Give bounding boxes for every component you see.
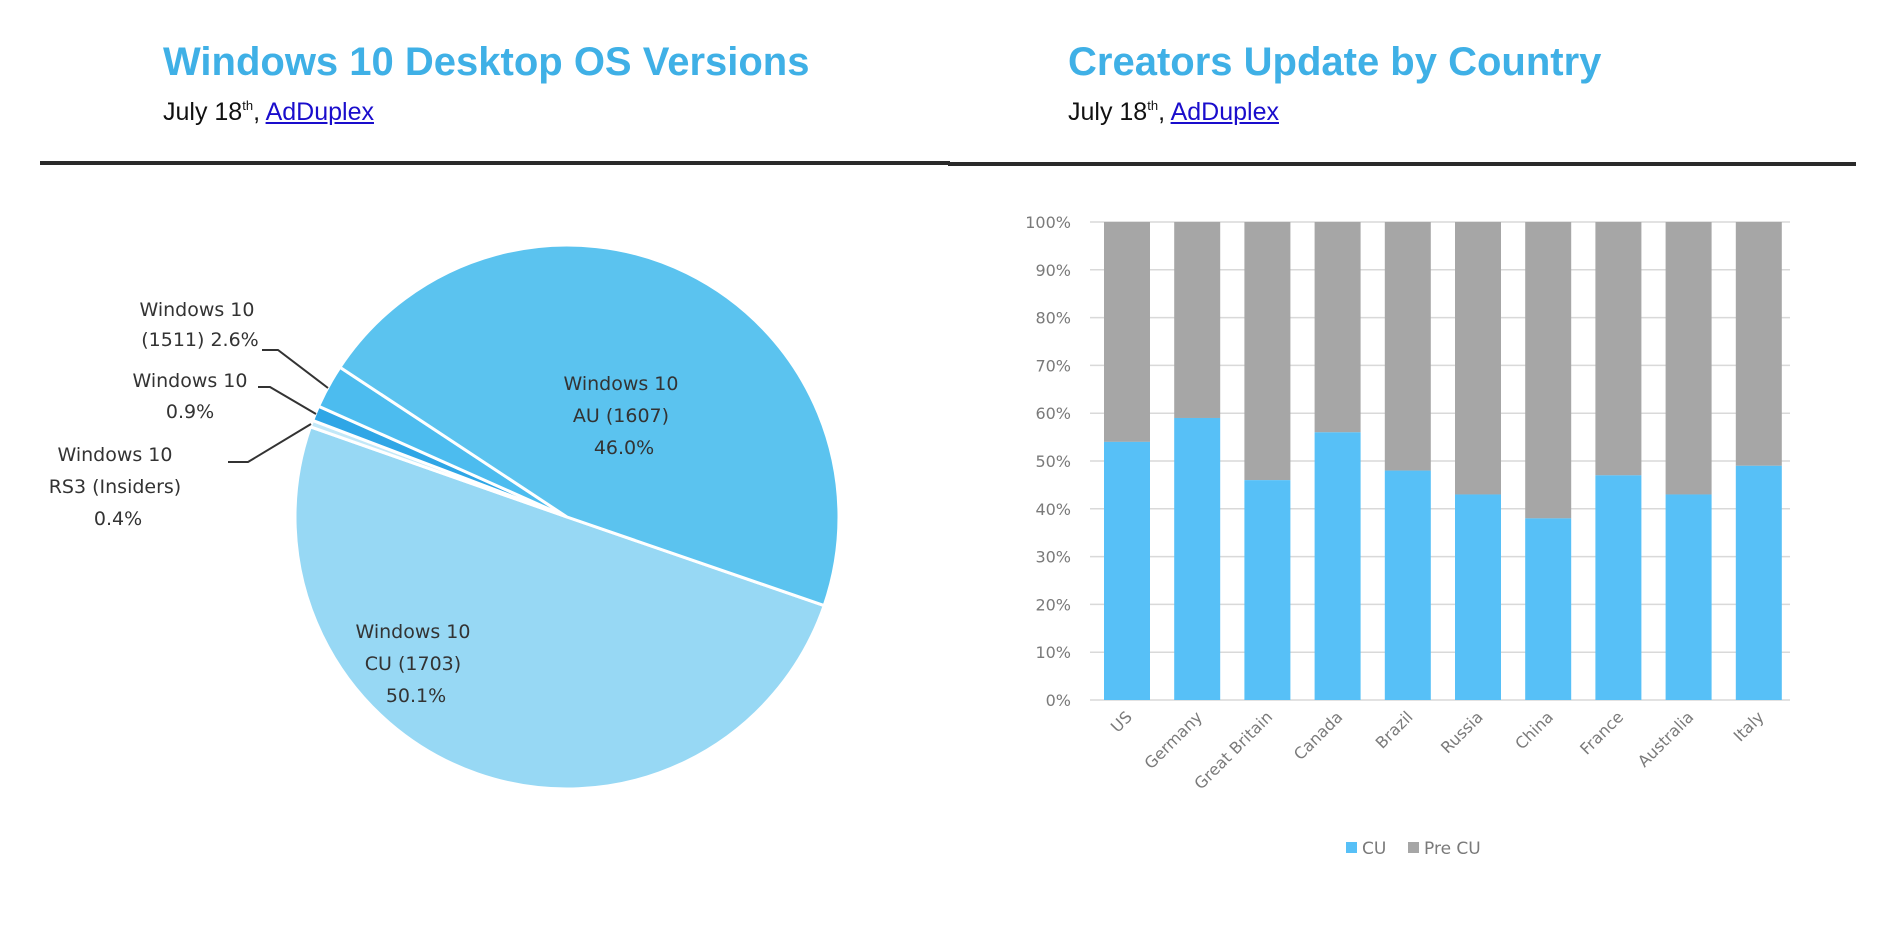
x-category-label: France [1576, 707, 1627, 758]
slice-cu-1703 [293, 425, 826, 791]
bar-chart-title: Creators Update by Country [1068, 40, 1602, 84]
subtitle-date: July 18 [1068, 98, 1148, 126]
pie-chart: Windows 10 (1511) 2.6% Windows 10 0.9% W… [49, 243, 841, 791]
y-tick-label: 0% [1046, 691, 1071, 710]
x-category-label: Italy [1730, 707, 1768, 745]
x-category-label: Brazil [1372, 707, 1417, 752]
bar-cu [1244, 480, 1291, 700]
x-category-label: US [1107, 707, 1136, 736]
label-au: Windows 10 AU (1607) 46.0% [563, 373, 684, 459]
y-tick-label: 70% [1035, 356, 1071, 375]
bar-cu [1525, 518, 1572, 700]
legend: CU Pre CU [1346, 839, 1481, 859]
leader-line-1511 [262, 349, 329, 389]
bar-pre-cu [1174, 222, 1221, 418]
bar-pre-cu [1665, 222, 1712, 495]
legend-swatch-pre-cu [1408, 842, 1419, 853]
bar-pre-cu [1595, 222, 1642, 476]
x-category-label: Russia [1437, 707, 1487, 757]
header-divider-left [40, 161, 950, 165]
y-tick-label: 100% [1025, 213, 1071, 232]
label-1511: Windows 10 (1511) 2.6% [139, 299, 260, 351]
legend-label-cu: CU [1362, 839, 1386, 859]
y-axis-ticks: 0% 10% 20% 30% 40% 50% 60% 70% 80% 90% 100% [1025, 213, 1071, 710]
header-divider-right [948, 162, 1856, 166]
bar-cu [1665, 494, 1712, 700]
subtitle-date: July 18 [163, 98, 243, 126]
bar-pre-cu [1314, 222, 1361, 433]
adduplex-link[interactable]: AdDuplex [1170, 98, 1279, 126]
y-tick-label: 60% [1035, 404, 1071, 423]
legend-swatch-cu [1346, 842, 1357, 853]
label-cu: Windows 10 CU (1703) 50.1% [355, 621, 476, 707]
y-tick-label: 80% [1035, 309, 1071, 328]
slice-au-1607 [338, 243, 841, 608]
x-category-label: Germany [1141, 707, 1206, 772]
subtitle-date-suffix: th [242, 98, 254, 113]
bar-pre-cu [1735, 222, 1782, 466]
bar-chart-subtitle: July 18th, AdDuplex [1068, 98, 1279, 127]
bar-cu [1314, 432, 1361, 700]
bar-cu [1735, 465, 1782, 700]
pie-chart-title: Windows 10 Desktop OS Versions [163, 40, 810, 84]
bar-cu [1595, 475, 1642, 700]
bar-cu [1104, 441, 1150, 700]
y-tick-label: 10% [1035, 643, 1071, 662]
bar-pre-cu [1525, 222, 1572, 519]
x-category-label: Australia [1634, 707, 1697, 770]
bar-cu [1455, 494, 1501, 700]
pie-slices [293, 243, 841, 791]
label-09: Windows 10 0.9% [132, 370, 253, 423]
y-tick-label: 30% [1035, 548, 1071, 567]
bar-pre-cu [1384, 222, 1431, 471]
pie-leader-lines [228, 349, 329, 463]
pie-labels: Windows 10 (1511) 2.6% Windows 10 0.9% W… [49, 299, 684, 707]
y-tick-label: 90% [1035, 261, 1071, 280]
pie-chart-subtitle: July 18th, AdDuplex [163, 98, 374, 127]
bar-cu [1174, 417, 1221, 700]
bars [1104, 222, 1782, 700]
bar-pre-cu [1244, 222, 1291, 481]
y-tick-label: 40% [1035, 500, 1071, 519]
adduplex-link[interactable]: AdDuplex [265, 98, 374, 126]
subtitle-separator: , [253, 98, 266, 126]
subtitle-date-suffix: th [1147, 98, 1159, 113]
bar-pre-cu [1104, 222, 1150, 442]
leader-line-rs3 [228, 423, 312, 463]
label-rs3: Windows 10 RS3 (Insiders) 0.4% [49, 444, 188, 530]
stacked-bar-chart: 0% 10% 20% 30% 40% 50% 60% 70% 80% 90% 100% US Germ… [1025, 213, 1790, 859]
x-category-label: Canada [1290, 707, 1346, 763]
legend-label-pre-cu: Pre CU [1424, 839, 1481, 859]
leader-line-09 [258, 386, 317, 415]
bar-cu [1384, 470, 1431, 700]
y-tick-label: 50% [1035, 452, 1071, 471]
y-tick-label: 20% [1035, 595, 1071, 614]
subtitle-separator: , [1158, 98, 1171, 126]
bar-pre-cu [1455, 222, 1501, 495]
x-category-label: China [1511, 707, 1557, 753]
